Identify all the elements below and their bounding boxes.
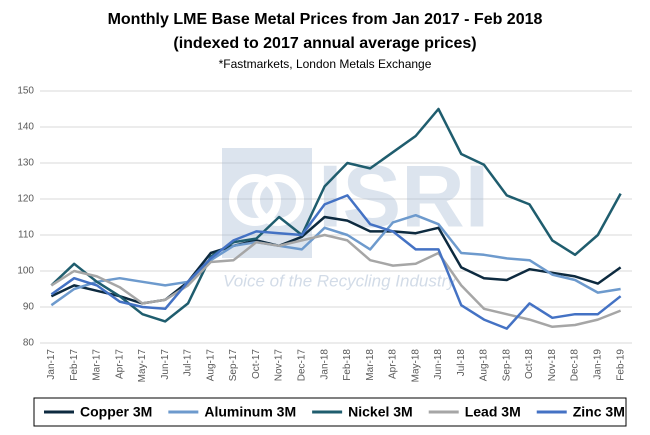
- legend-label: Lead 3M: [465, 404, 521, 420]
- series-line: [50, 213, 621, 307]
- x-tick-label: Sep-18: [501, 349, 512, 382]
- legend-label: Aluminum 3M: [204, 404, 296, 420]
- y-tick-label: 80: [23, 338, 35, 349]
- legend-box: [33, 397, 627, 427]
- series-line: [50, 233, 622, 329]
- x-tick-label: Oct-18: [524, 349, 535, 379]
- legend-label: Nickel 3M: [348, 404, 413, 420]
- watermark-logo-ring: [252, 174, 304, 226]
- x-tick-label: Feb-18: [342, 349, 353, 381]
- y-tick-label: 90: [23, 302, 35, 313]
- chart-subtitle: (indexed to 2017 annual average prices): [173, 35, 476, 52]
- y-tick-label: 120: [17, 194, 34, 205]
- x-tick-label: Jan-18: [319, 349, 330, 380]
- series-line: [50, 107, 622, 323]
- watermark-tagline: Voice of the Recycling Industry: [223, 271, 457, 290]
- x-tick-label: Feb-17: [69, 349, 80, 381]
- x-tick-label: Apr-18: [388, 349, 399, 379]
- legend-label: Copper 3M: [80, 404, 152, 420]
- x-tick-label: Jun-17: [160, 349, 171, 380]
- y-tick-label: 140: [17, 122, 34, 133]
- legend-label: Zinc 3M: [573, 404, 625, 420]
- x-tick-label: Jun-18: [433, 349, 444, 380]
- y-tick-label: 110: [18, 230, 34, 241]
- chart-title: Monthly LME Base Metal Prices from Jan 2…: [108, 11, 543, 28]
- y-tick-label: 130: [17, 158, 34, 169]
- x-tick-label: Jul-18: [456, 349, 467, 377]
- watermark-logo-ring: [229, 174, 281, 226]
- x-tick-label: Dec-17: [296, 349, 307, 382]
- y-tick-label: 100: [17, 266, 34, 277]
- y-tick-label: 150: [17, 86, 34, 97]
- x-tick-label: May-18: [410, 349, 421, 383]
- x-tick-label: Nov-18: [547, 349, 558, 382]
- x-tick-label: Jan-17: [46, 349, 57, 380]
- x-tick-label: Mar-17: [92, 349, 103, 381]
- x-tick-label: Apr-17: [114, 349, 125, 379]
- source-note: *Fastmarkets, London Metals Exchange: [219, 57, 432, 71]
- x-tick-label: Jul-17: [183, 349, 194, 377]
- x-tick-label: Feb-19: [615, 349, 626, 381]
- x-tick-label: Dec-18: [570, 349, 581, 382]
- x-tick-label: Nov-17: [274, 349, 285, 382]
- x-tick-label: May-17: [137, 349, 148, 383]
- x-tick-label: Sep-17: [228, 349, 239, 382]
- x-tick-label: Mar-18: [365, 349, 376, 381]
- x-tick-label: Aug-18: [479, 349, 490, 382]
- x-tick-label: Jan-19: [592, 349, 603, 380]
- x-tick-label: Aug-17: [205, 349, 216, 382]
- x-tick-label: Oct-17: [251, 349, 262, 379]
- series-line: [50, 194, 622, 330]
